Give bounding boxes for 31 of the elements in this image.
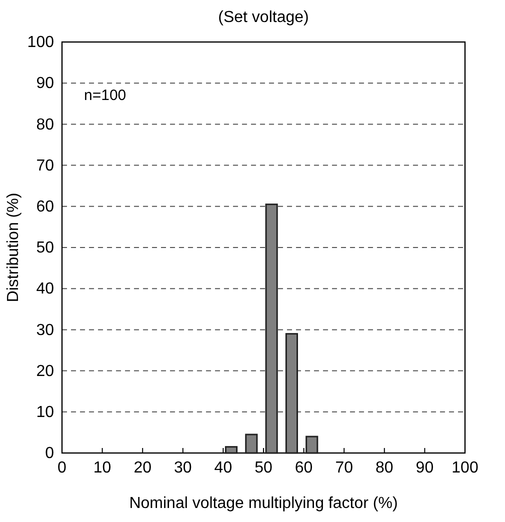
y-tick-label: 40 [36, 280, 54, 298]
y-tick-label: 0 [45, 445, 54, 462]
x-tick-label: 40 [214, 459, 232, 476]
x-tick-label: 70 [335, 459, 354, 476]
bar [224, 446, 238, 454]
x-tick-label: 50 [254, 459, 272, 476]
annotation: n=100 [84, 87, 126, 104]
y-tick-label: 80 [36, 116, 54, 134]
x-axis-title: Nominal voltage multiplying factor (%) [129, 495, 398, 512]
y-tick-label: 20 [36, 362, 54, 380]
bar [265, 204, 278, 454]
y-tick-label: 90 [36, 75, 54, 92]
bar [306, 436, 318, 454]
chart-title: (Set voltage) [218, 9, 309, 26]
bar [285, 333, 298, 454]
y-tick-label: 10 [36, 404, 54, 422]
y-tick-label: 50 [36, 240, 54, 257]
y-axis-title: Distribution (%) [5, 192, 22, 302]
x-tick-label: 90 [416, 459, 434, 476]
x-tick-label: 100 [452, 459, 478, 476]
x-tick-label: 0 [58, 459, 67, 476]
x-tick-label: 60 [294, 459, 313, 476]
x-tick-label: 30 [174, 459, 192, 476]
x-tick-label: 80 [376, 459, 394, 476]
y-tick-label: 100 [27, 34, 54, 52]
y-tick-label: 30 [36, 322, 54, 339]
y-tick-label: 70 [36, 157, 54, 174]
bar [245, 434, 258, 454]
y-tick-label: 60 [36, 198, 54, 216]
x-tick-label: 10 [93, 459, 112, 476]
x-tick-label: 20 [134, 459, 152, 476]
